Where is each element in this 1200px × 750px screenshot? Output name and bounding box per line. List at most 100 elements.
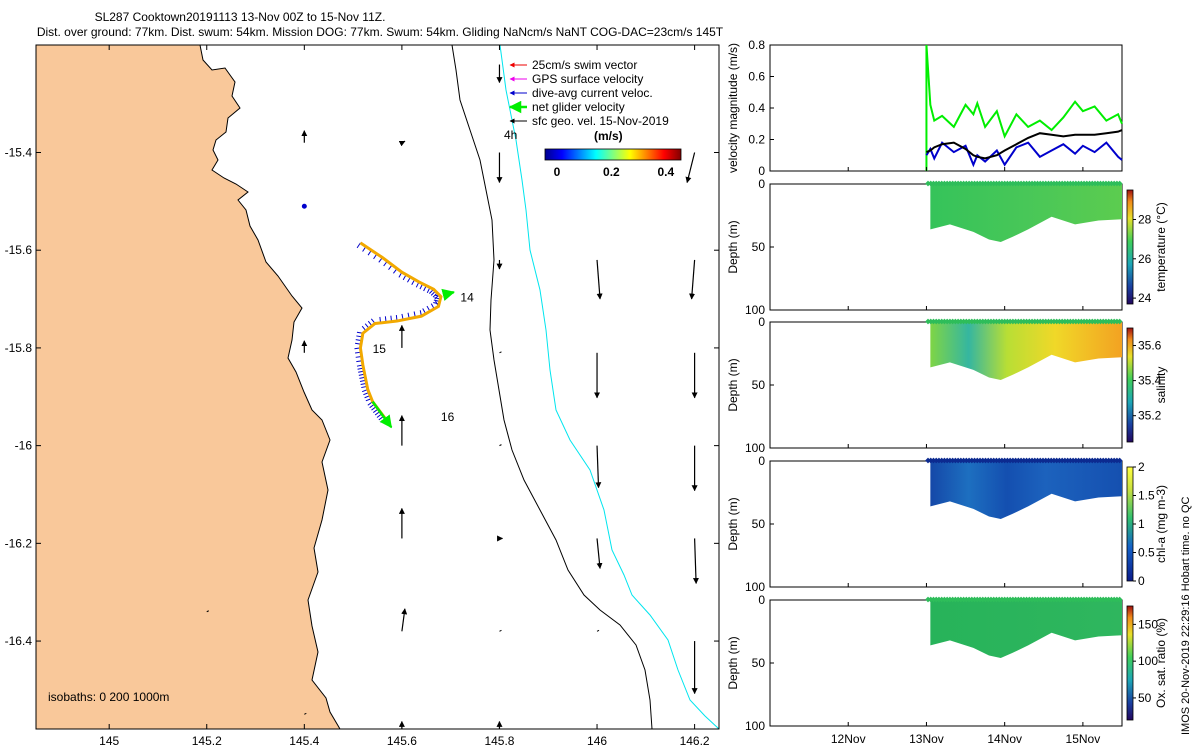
legend-gps: GPS surface velocity xyxy=(532,72,643,86)
colorbar-tick-label: 0.5 xyxy=(1138,546,1155,560)
coastline-land xyxy=(35,44,341,730)
map-xtick-label: 146.2 xyxy=(680,734,710,748)
geo-vector-arrow xyxy=(689,259,696,300)
map-ytick-label: -16.2 xyxy=(5,536,33,550)
map-xtick-label: 145.6 xyxy=(387,734,417,748)
legend-net: net glider velocity xyxy=(532,100,625,114)
surface-marker xyxy=(1116,596,1123,603)
velocity-ytick-label: 0.8 xyxy=(748,38,765,52)
velocity-panel: 0 0.2 0.4 0.6 0.8 velocity magnitude (m/s) xyxy=(726,38,1123,178)
geo-vector-arrow xyxy=(398,140,406,147)
colorbar-tick-label: 0 xyxy=(1138,574,1145,588)
depth-axis-label: Depth (m) xyxy=(726,358,740,411)
figure-subtitle: Dist. over ground: 77km. Dist. swum: 54k… xyxy=(36,25,724,39)
depth-tick-label: 50 xyxy=(752,240,766,254)
colorbar-tick-label: 100 xyxy=(1138,654,1158,668)
map-ytick-label: -15.4 xyxy=(5,145,33,159)
surface-marker xyxy=(1116,457,1123,464)
depth-axis-label: Depth (m) xyxy=(726,497,740,550)
surface-marker xyxy=(1116,318,1123,325)
depth-tick-label: 50 xyxy=(752,656,766,670)
velocity-series-line xyxy=(925,141,1123,168)
velocity-ylabel: velocity magnitude (m/s) xyxy=(726,43,740,173)
colorbar-tick-label: 0 xyxy=(554,165,561,179)
depth-tick-label: 0 xyxy=(758,315,765,329)
colorbar-tick-label: 24 xyxy=(1138,291,1152,305)
colorbar-label: temperature (°C) xyxy=(1154,202,1168,292)
colorbar-tick-label: 2 xyxy=(1138,460,1145,474)
section-panel-chla: 0 50 100 Depth (m) 0 0.5 1 1.5 2 chl-a (mg m-3) xyxy=(726,454,1168,594)
dac-vector xyxy=(356,242,361,249)
colorbar-tick-label: 28 xyxy=(1138,212,1152,226)
section-data-field xyxy=(930,322,1122,380)
depth-tick-label: 50 xyxy=(752,378,766,392)
colorbar-label: Ox. sat. ratio (%) xyxy=(1154,618,1168,708)
colorbar-tick-label: 35.4 xyxy=(1138,374,1162,388)
geo-vector-arrow xyxy=(499,629,502,632)
depth-tick-label: 0 xyxy=(758,177,765,191)
section-panel-temperature: 0 50 100 Depth (m) 24 26 28 temperature (°C) xyxy=(726,177,1168,317)
depth-axis-label: Depth (m) xyxy=(726,636,740,689)
dac-point xyxy=(301,203,307,209)
colorbar-label: salinity xyxy=(1154,367,1168,404)
map-ytick-label: -16 xyxy=(15,439,33,453)
map-panel: 14 15 16 145 145.2 145.4 145.6 145.8 146 146.2 -… xyxy=(5,44,720,748)
geo-vector-arrow xyxy=(596,629,600,632)
map-ytick-label: -16.4 xyxy=(5,634,33,648)
time-tick-label: 15Nov xyxy=(1066,732,1101,746)
depth-axis-label: Depth (m) xyxy=(726,220,740,273)
map-ytick-label: -15.6 xyxy=(5,243,33,257)
geo-vector-arrow xyxy=(692,538,699,585)
time-tick-label: 12Nov xyxy=(831,732,866,746)
velocity-ytick-label: 0.2 xyxy=(748,133,765,147)
surface-marker xyxy=(1116,180,1123,187)
colorbar-tick-label: 0.2 xyxy=(603,165,620,179)
map-legend: 25cm/s swim vector GPS surface velocity … xyxy=(504,58,682,179)
map-xtick-label: 146 xyxy=(587,734,607,748)
velocity-series-line xyxy=(925,44,1123,139)
figure-title: SL287 Cooktown20191113 13-Nov 00Z to 15-… xyxy=(94,10,386,24)
colorbar-tick-label: 26 xyxy=(1138,252,1152,266)
geo-vector-arrow xyxy=(401,608,408,632)
colorbar-tick-label: 150 xyxy=(1138,617,1158,631)
depth-tick-label: 100 xyxy=(745,303,765,317)
geo-vector-arrow xyxy=(499,351,502,354)
colorbar-tick-label: 50 xyxy=(1138,691,1152,705)
geo-vector-arrow xyxy=(595,445,602,489)
map-xtick-label: 145 xyxy=(99,734,119,748)
velocity-series-line xyxy=(926,129,1123,160)
legend-dac: dive-avg current veloc. xyxy=(532,86,653,100)
day-label: 16 xyxy=(441,410,455,424)
colorbar-label: chl-a (mg m-3) xyxy=(1154,485,1168,563)
colorbar-tick-label: 1.5 xyxy=(1138,489,1155,503)
section-data-field xyxy=(930,184,1122,242)
colorbar-tick-label: 1 xyxy=(1138,517,1145,531)
legend-geo: sfc geo. vel. 15-Nov-2019 xyxy=(532,114,669,128)
velocity-ytick-label: 0.6 xyxy=(748,70,765,84)
depth-tick-label: 100 xyxy=(745,441,765,455)
map-ytick-label: -15.8 xyxy=(5,341,33,355)
day-label: 14 xyxy=(460,291,474,305)
geo-vector-arrow xyxy=(206,610,209,613)
section-panel-salinity: 0 50 100 Depth (m) 35.2 35.4 35.6 salinity xyxy=(726,315,1168,455)
geo-vector-arrow xyxy=(596,538,603,570)
glider-track-line xyxy=(358,241,443,423)
colorbar-tick-label: 0.4 xyxy=(657,165,674,179)
net-velocity-arrow xyxy=(371,400,393,429)
geo-vector-arrow xyxy=(304,712,307,715)
section-colorbar xyxy=(1126,466,1134,582)
legend-4h: 4h xyxy=(504,128,517,142)
section-data-field xyxy=(930,461,1122,519)
colorbar-tick-label: 35.6 xyxy=(1138,339,1162,353)
credit-text: IMOS 20-Nov-2019 22:29:16 Hobart time. n… xyxy=(1180,496,1192,735)
geo-vector-arrow xyxy=(685,152,696,184)
depth-tick-label: 100 xyxy=(745,719,765,733)
velocity-ytick-label: 0.4 xyxy=(748,101,765,115)
time-tick-label: 13Nov xyxy=(909,732,944,746)
speed-colorbar xyxy=(544,148,682,161)
depth-tick-label: 0 xyxy=(758,593,765,607)
depth-tick-label: 100 xyxy=(745,580,765,594)
isobaths-label: isobaths: 0 200 1000m xyxy=(48,690,169,704)
map-xtick-label: 145.4 xyxy=(289,734,319,748)
